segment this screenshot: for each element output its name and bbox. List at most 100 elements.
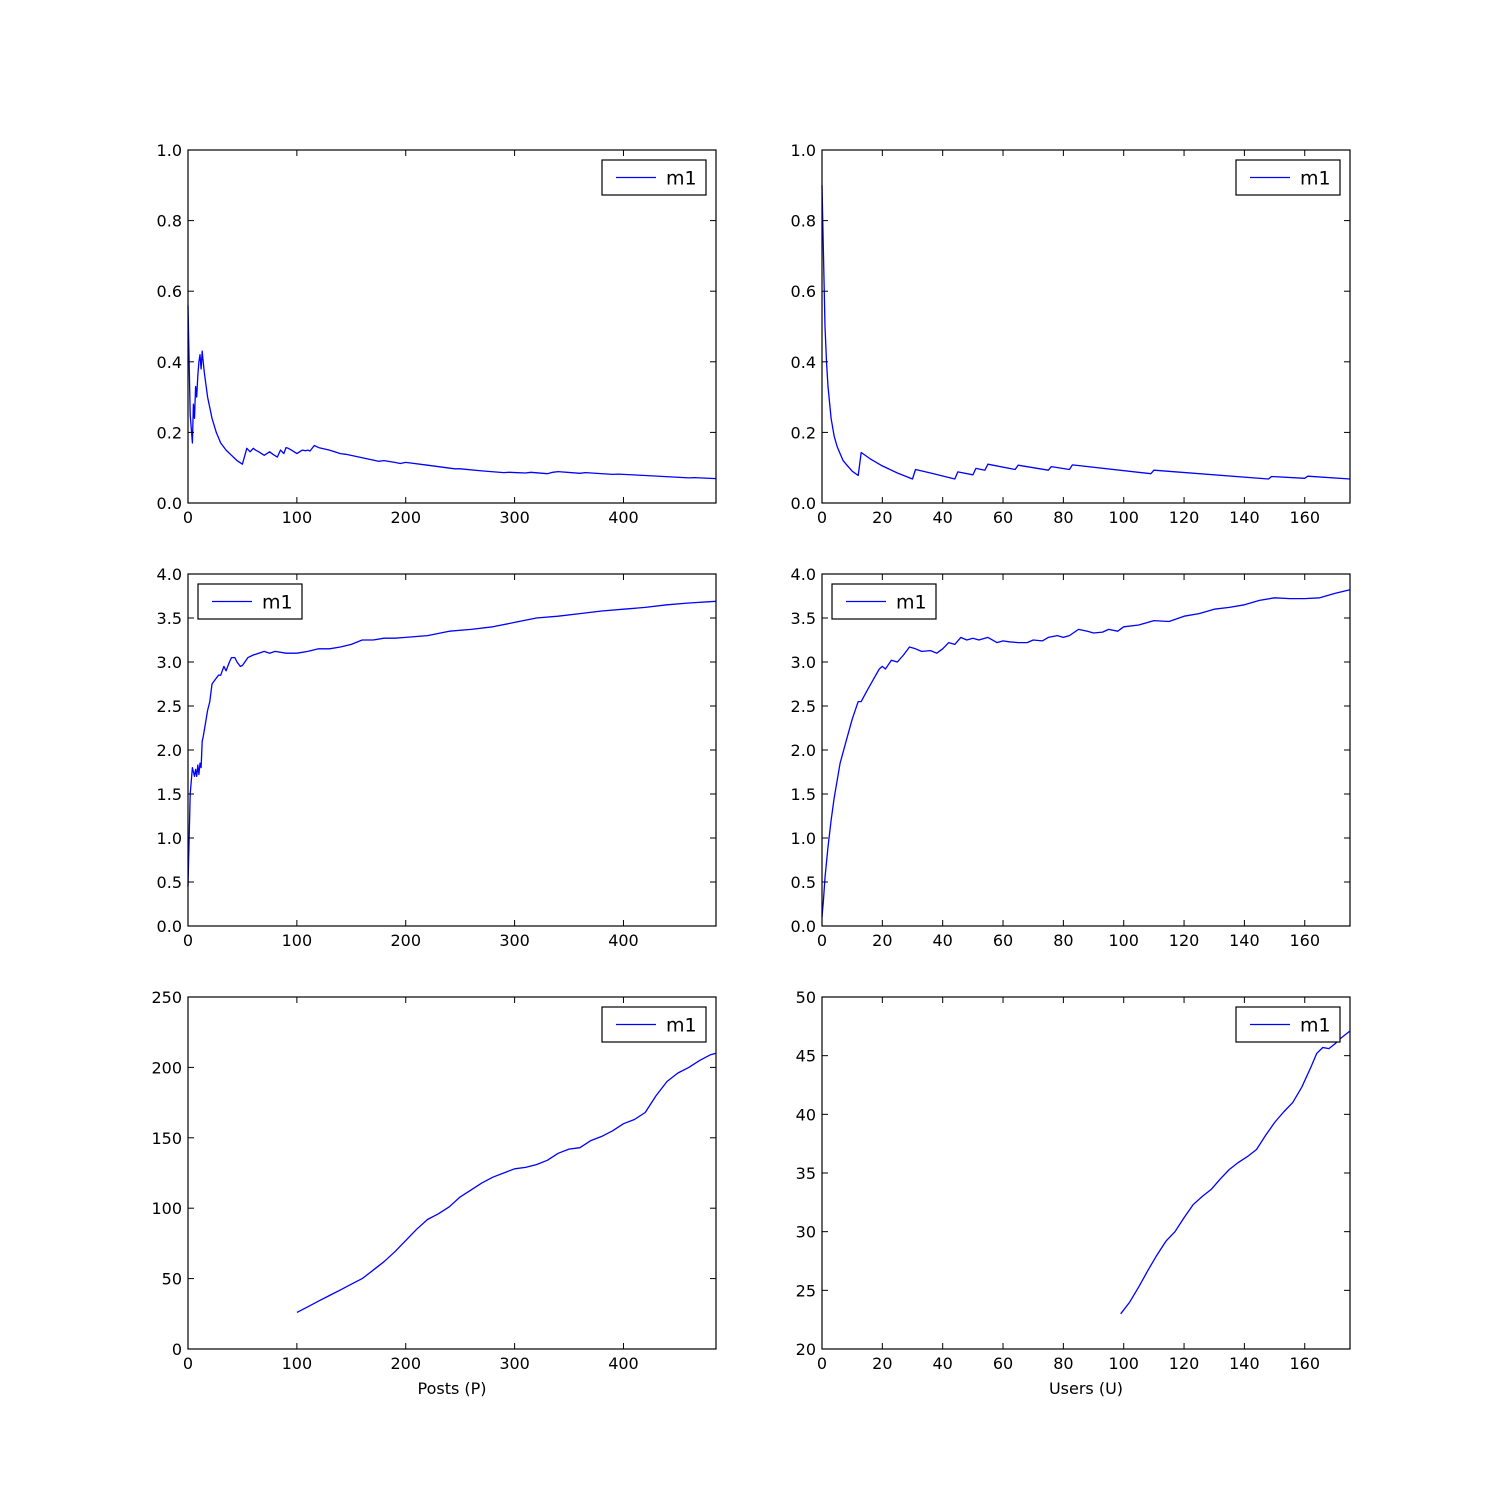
x-tick-label: 80 (1053, 508, 1073, 527)
x-tick-label: 300 (499, 931, 530, 950)
x-tick-label: 0 (817, 1354, 827, 1373)
subplot-5: 0 100 200 300 400 0 50 100 150 200 250 Posts (P) m1 (151, 988, 717, 1398)
y-tick-label: 0.2 (157, 423, 182, 442)
x-tick-label: 0 (183, 1354, 193, 1373)
y-tick-label: 250 (151, 988, 182, 1007)
y-tick-label: 0.0 (157, 917, 182, 936)
x-tick-label: 100 (282, 1354, 313, 1373)
y-tick-label: 1.0 (157, 829, 182, 848)
x-tick-label: 160 (1289, 508, 1320, 527)
y-tick-label: 0 (172, 1340, 182, 1359)
axes-frame (821, 573, 1351, 927)
y-tick-label: 0.8 (157, 212, 182, 231)
legend: m1 (601, 159, 707, 196)
x-tick-label: 120 (1169, 1354, 1200, 1373)
axes-frame (187, 573, 717, 927)
x-axis-label: Posts (P) (417, 1379, 486, 1398)
y-tick-label: 4.0 (157, 565, 182, 584)
y-tick-label: 200 (151, 1058, 182, 1077)
x-tick-label: 100 (1108, 931, 1139, 950)
y-tick-label: 50 (162, 1270, 182, 1289)
y-tick-label: 4.0 (791, 565, 816, 584)
y-tick-label: 35 (796, 1164, 816, 1183)
x-tick-label: 100 (1108, 1354, 1139, 1373)
y-tick-label: 3.5 (157, 609, 182, 628)
x-tick-label: 200 (390, 931, 421, 950)
legend: m1 (1235, 1006, 1341, 1043)
axes-frame (187, 996, 717, 1350)
x-tick-label: 100 (1108, 508, 1139, 527)
y-tick-label: 1.0 (157, 141, 182, 160)
y-tick-label: 3.5 (791, 609, 816, 628)
x-tick-label: 120 (1169, 508, 1200, 527)
y-tick-label: 1.5 (791, 785, 816, 804)
y-tick-label: 30 (796, 1223, 816, 1242)
y-tick-label: 2.0 (791, 741, 816, 760)
y-tick-label: 3.0 (157, 653, 182, 672)
y-tick-label: 50 (796, 988, 816, 1007)
legend-label: m1 (666, 1015, 697, 1037)
y-tick-label: 1.5 (157, 785, 182, 804)
x-tick-label: 100 (282, 508, 313, 527)
x-tick-label: 140 (1229, 508, 1260, 527)
y-tick-label: 0.0 (157, 494, 182, 513)
x-tick-label: 100 (282, 931, 313, 950)
y-tick-label: 0.8 (791, 212, 816, 231)
x-tick-label: 40 (933, 508, 953, 527)
y-tick-label: 0.0 (791, 494, 816, 513)
y-tick-label: 25 (796, 1281, 816, 1300)
x-tick-label: 160 (1289, 931, 1320, 950)
legend-label: m1 (1300, 1015, 1331, 1037)
y-tick-label: 2.0 (157, 741, 182, 760)
legend: m1 (831, 583, 937, 620)
legend-label: m1 (666, 168, 697, 190)
x-tick-label: 160 (1289, 1354, 1320, 1373)
y-tick-label: 20 (796, 1340, 816, 1359)
y-tick-label: 0.0 (791, 917, 816, 936)
x-tick-label: 200 (390, 1354, 421, 1373)
series-line-1 (1120, 1030, 1351, 1315)
x-tick-label: 60 (993, 1354, 1013, 1373)
x-tick-label: 80 (1053, 931, 1073, 950)
legend-label: m1 (1300, 168, 1331, 190)
y-tick-label: 3.0 (791, 653, 816, 672)
x-tick-label: 0 (817, 508, 827, 527)
x-tick-label: 140 (1229, 931, 1260, 950)
x-tick-label: 400 (608, 1354, 639, 1373)
y-tick-label: 45 (796, 1047, 816, 1066)
x-tick-label: 20 (872, 931, 892, 950)
x-tick-label: 400 (608, 508, 639, 527)
x-tick-label: 200 (390, 508, 421, 527)
legend: m1 (601, 1006, 707, 1043)
y-tick-label: 2.5 (791, 697, 816, 716)
x-tick-label: 20 (872, 1354, 892, 1373)
series-line-1 (296, 1052, 717, 1313)
y-tick-label: 0.6 (791, 282, 816, 301)
y-tick-label: 0.2 (791, 423, 816, 442)
subplot-4: 0 20 40 60 80 100 120 140 160 0.0 0.5 1.0 1.5 2.0 2.5 3… (791, 565, 1351, 950)
axes-frame (187, 149, 717, 504)
x-tick-label: 300 (499, 1354, 530, 1373)
series-line-1 (821, 589, 1351, 918)
x-tick-label: 40 (933, 1354, 953, 1373)
x-tick-label: 140 (1229, 1354, 1260, 1373)
y-tick-label: 0.4 (791, 353, 816, 372)
x-tick-label: 400 (608, 931, 639, 950)
subplot-3: 0 100 200 300 400 0.0 0.5 1.0 1.5 2.0 2.5 3.0 3.5 4.0… (157, 565, 717, 950)
x-tick-label: 120 (1169, 931, 1200, 950)
y-tick-label: 100 (151, 1199, 182, 1218)
y-tick-label: 0.4 (157, 353, 182, 372)
x-tick-label: 80 (1053, 1354, 1073, 1373)
x-tick-label: 0 (183, 508, 193, 527)
y-tick-label: 0.6 (157, 282, 182, 301)
series-line-1 (821, 185, 1351, 480)
subplot-2: 0 20 40 60 80 100 120 140 160 0.0 0.2 0.4 0.6 0.8 1.0 m… (791, 141, 1351, 527)
x-tick-label: 40 (933, 931, 953, 950)
series-line-1 (187, 305, 717, 480)
axes-frame (821, 996, 1351, 1350)
legend: m1 (197, 583, 303, 620)
legend: m1 (1235, 159, 1341, 196)
legend-label: m1 (262, 592, 293, 614)
x-axis-label: Users (U) (1049, 1379, 1123, 1398)
